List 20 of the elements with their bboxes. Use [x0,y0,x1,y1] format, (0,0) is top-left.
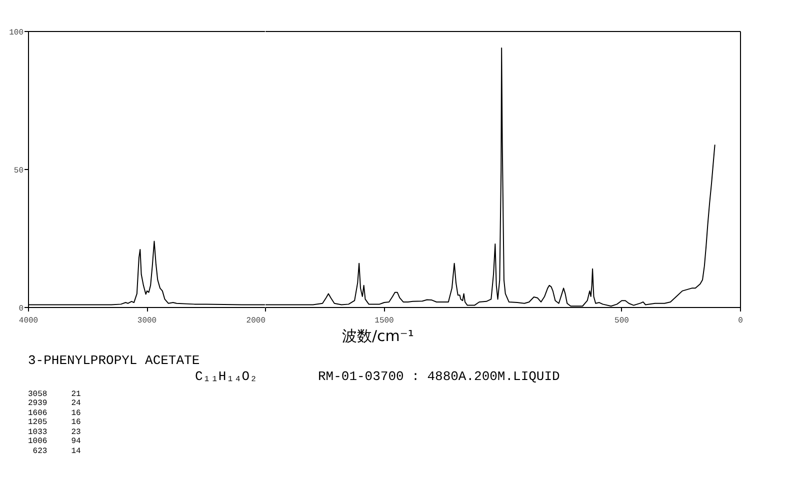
text: 623 14 [32,447,81,457]
text: C₁₁H₁₄O₂ [195,368,258,386]
x-tick-label: 500 [614,316,630,326]
text: 3-PHENYLPROPYL ACETATE [28,352,200,370]
text: 2939 24 [28,399,81,409]
x-tick-label: 1500 [374,316,394,326]
x-tick-label: 2000 [246,316,266,326]
y-tick-label: 50 [14,166,24,176]
x-tick-label: 3000 [137,316,157,326]
text: 1205 16 [28,418,81,428]
text: RM-01-03700 : 4880A.200M.LIQUID [318,368,560,386]
x-tick-label: 4000 [18,316,38,326]
text: 3058 21 [28,390,81,400]
y-tick-label: 100 [9,28,24,38]
text: 1606 16 [28,409,81,418]
text: 1033 23 [28,428,81,438]
x-axis-title: 波数/cm⁻¹ [342,326,414,347]
text: 1006 94 [28,437,81,447]
y-tick-label: 0 [18,304,24,314]
x-tick-label: 0 [738,316,744,326]
